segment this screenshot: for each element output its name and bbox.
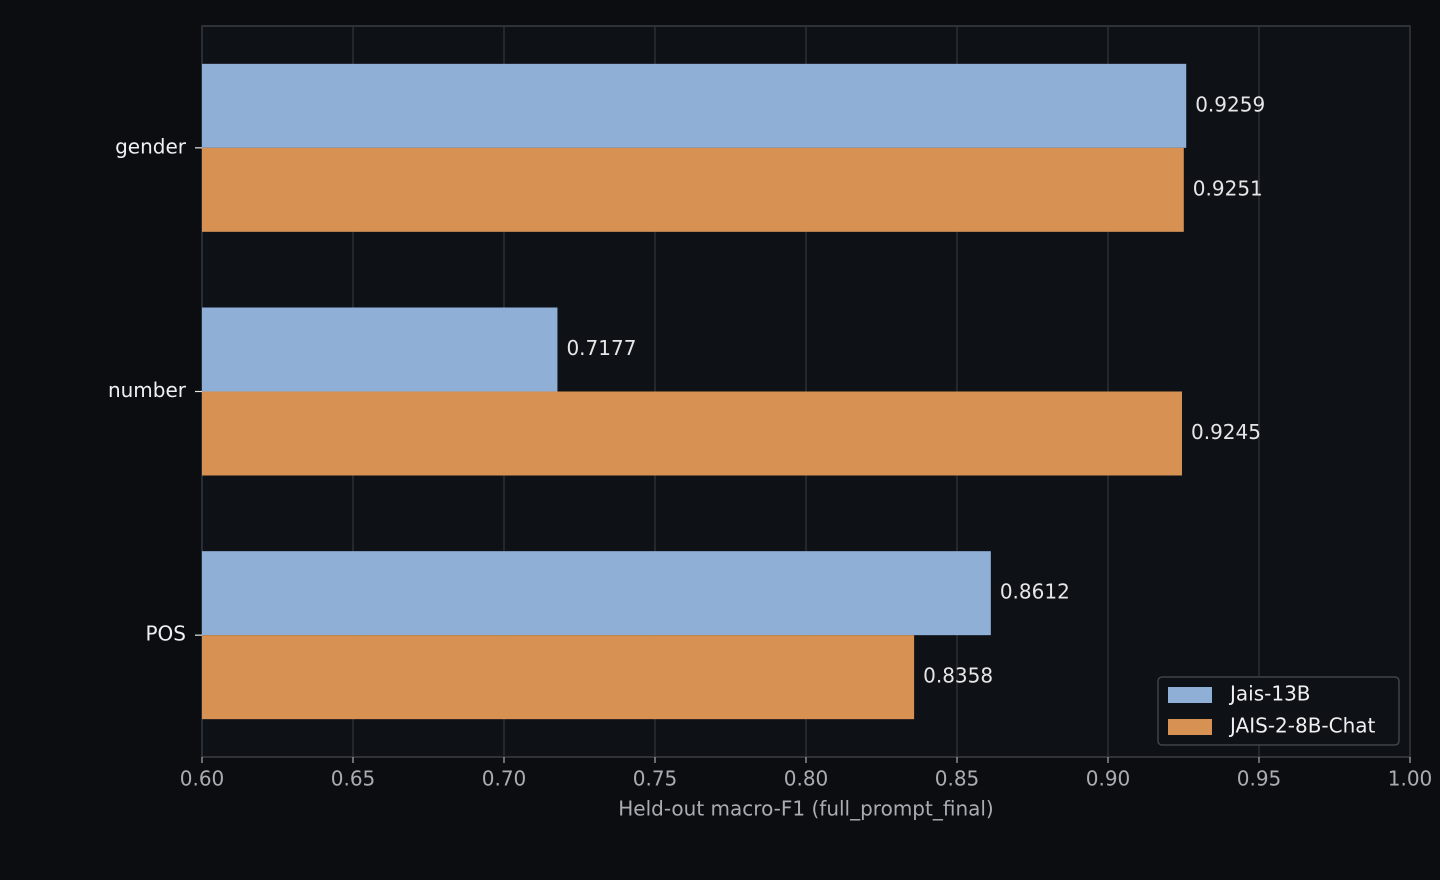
y-tick-label: gender bbox=[115, 134, 187, 158]
legend-label: JAIS-2-8B-Chat bbox=[1228, 714, 1376, 738]
x-tick-label: 0.85 bbox=[935, 767, 980, 791]
x-tick-label: 0.65 bbox=[331, 767, 376, 791]
x-axis-label: Held-out macro-F1 (full_prompt_final) bbox=[618, 797, 993, 821]
value-label: 0.9251 bbox=[1193, 176, 1263, 200]
y-tick-label: POS bbox=[146, 622, 187, 646]
y-tick-label: number bbox=[108, 378, 187, 402]
bar bbox=[202, 391, 1182, 476]
legend-swatch bbox=[1168, 687, 1212, 703]
bar bbox=[202, 635, 915, 720]
x-tick-label: 0.60 bbox=[180, 767, 225, 791]
legend-swatch bbox=[1168, 719, 1212, 735]
value-label: 0.8612 bbox=[1000, 580, 1070, 604]
x-tick-label: 0.90 bbox=[1086, 767, 1131, 791]
value-label: 0.7177 bbox=[566, 336, 636, 360]
x-tick-label: 0.80 bbox=[784, 767, 829, 791]
x-tick-label: 0.75 bbox=[633, 767, 678, 791]
value-label: 0.9259 bbox=[1195, 92, 1265, 116]
bar bbox=[202, 307, 558, 392]
bar bbox=[202, 63, 1187, 148]
value-label: 0.8358 bbox=[923, 664, 993, 688]
value-label: 0.9245 bbox=[1191, 420, 1261, 444]
legend-label: Jais-13B bbox=[1228, 682, 1311, 706]
x-tick-label: 1.00 bbox=[1388, 767, 1433, 791]
x-tick-label: 0.95 bbox=[1237, 767, 1282, 791]
legend bbox=[1157, 676, 1400, 746]
x-tick-label: 0.70 bbox=[482, 767, 527, 791]
bar bbox=[202, 147, 1184, 232]
bar bbox=[202, 551, 991, 636]
